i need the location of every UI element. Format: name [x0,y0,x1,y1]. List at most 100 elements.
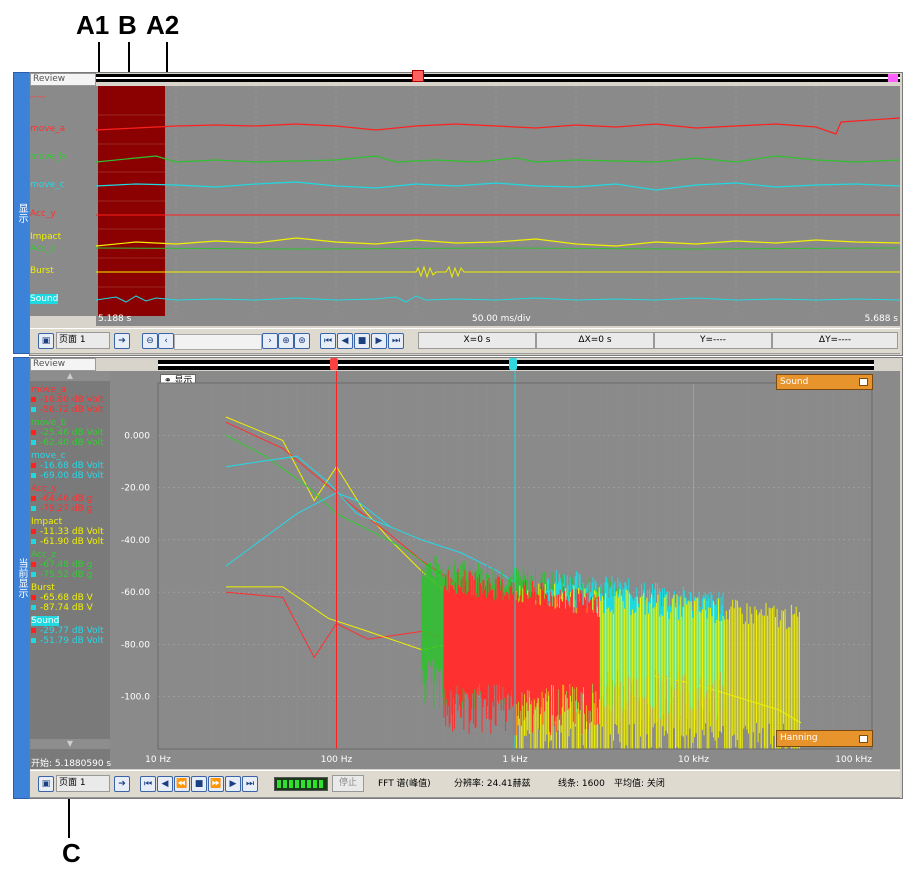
start-strip [30,751,110,769]
display-tag-label: 显示 [174,376,193,386]
bottom-first-button[interactable]: ⏮ [140,776,156,792]
x-readout: X=0 s [418,332,536,349]
bottom-step-fwd-button[interactable]: ⏩ [208,776,224,792]
legend-marker [31,407,36,412]
trace-sound [96,295,900,303]
legend-name[interactable]: move_c [31,451,66,461]
prev-button[interactable]: ◀ [337,333,353,349]
bottom-page-icon-button[interactable]: ▣ [38,776,54,792]
channel-label-accz[interactable]: Acc_z [30,244,56,254]
legend-marker [31,572,36,577]
legend-value: -75.52 dB g [31,570,92,580]
scroll-track[interactable] [174,334,262,350]
legend-marker [31,473,36,478]
legend-value: -69.00 dB Volt [31,471,104,481]
resolution-label: 分辨率: 24.41赫兹 [454,779,531,789]
callout-a1: A1 [76,10,110,40]
trace-impact [96,237,900,247]
x-tick-label: 10 Hz [145,755,171,765]
legend-scroll-down[interactable]: ▼ [30,739,110,749]
last-button[interactable]: ⏭ [388,333,404,349]
legend-value: -11.33 dB Volt [31,527,104,537]
cyan-cursor-handle[interactable] [509,358,517,370]
hanning-box-minimize-icon[interactable] [859,735,868,743]
channel-label-accy[interactable]: Acc_y [30,209,56,219]
lines-label: 线条: 1600 [558,779,605,789]
top-panel-tab[interactable]: 显示 [13,72,30,354]
spectrum-noise-band-3 [443,568,600,736]
dy-readout: ΔY=---- [772,332,898,349]
legend-marker [31,638,36,643]
channel-label-sound[interactable]: Sound [30,294,59,304]
time-div: 50.00 ms/div [472,314,531,324]
x-tick-label: 1 kHz [502,755,528,765]
legend-name[interactable]: move_b [31,418,67,428]
page-go-button[interactable]: ➔ [114,333,130,349]
legend-name[interactable]: Sound [31,616,60,626]
legend-marker [31,539,36,544]
y-tick-label: 0.000 [124,431,150,441]
y-readout: Y=---- [654,332,772,349]
start-label: 开始: 5.1880590 s [31,759,112,769]
legend-scroll-up[interactable]: ▲ [30,371,110,381]
legend-marker [31,595,36,600]
legend-name[interactable]: Impact [31,517,63,527]
bottom-page-go-button[interactable]: ➔ [114,776,130,792]
page-field[interactable]: 页面 1 [56,332,110,349]
bottom-play-button[interactable]: ▶ [225,776,241,792]
channel-label-movec[interactable]: move_c [30,180,65,190]
stop-action-button[interactable]: 停止 [332,775,364,792]
top-cursor-marker[interactable] [412,70,424,82]
legend-name[interactable]: Acc_z [31,550,57,560]
sound-box[interactable]: Sound [776,374,873,390]
top-cursor-bar [96,74,900,82]
bottom-prev-button[interactable]: ◀ [157,776,173,792]
zoom-in-button[interactable]: ⊕ [278,333,294,349]
bottom-last-button[interactable]: ⏭ [242,776,258,792]
legend-marker [31,496,36,501]
progress-indicator [274,777,328,791]
legend-name[interactable]: Acc_y [31,484,57,494]
legend-value: -79.27 dB g [31,504,92,514]
legend-marker [31,562,36,567]
hanning-box[interactable]: Hanning [776,730,873,747]
bottom-step-back-button[interactable]: ⏪ [174,776,190,792]
channel-label-moveb[interactable]: move_b [30,152,66,162]
zoom-fit-button[interactable]: ⊛ [294,333,310,349]
page-icon-button[interactable]: ▣ [38,333,54,349]
sound-box-minimize-icon[interactable] [859,378,868,386]
bottom-toolbar: ▣ 页面 1 ➔ ⏮ ◀ ⏪ ■ ⏩ ▶ ⏭ 停止 FFT 谱(峰值) 分辨率:… [30,770,900,798]
trace-burst [96,265,900,279]
red-cursor-handle[interactable] [330,358,338,370]
legend-name[interactable]: Burst [31,583,55,593]
x-tick-label: 100 Hz [321,755,353,765]
legend-marker [31,605,36,610]
fft-label: FFT 谱(峰值) [378,779,431,789]
scroll-right-button[interactable]: › [262,333,278,349]
top-end-marker[interactable] [888,74,898,82]
channel-label-impact[interactable]: Impact [30,232,62,242]
time-end: 5.688 s [864,314,898,324]
spectrum-chart: 0.000 -20.00 -40.00 -60.00 -80.00 -100.0 10 Hz… [121,371,873,765]
stop-button[interactable]: ■ [354,333,370,349]
top-time-axis: 5.188 s 50.00 ms/div 5.688 s [96,314,900,326]
first-button[interactable]: ⏮ [320,333,336,349]
scroll-left-button[interactable]: ‹ [158,333,174,349]
legend-value: -67.48 dB g [31,560,92,570]
callout-b: B [118,10,137,40]
channel-label-movea[interactable]: move_a [30,124,66,134]
play-button[interactable]: ▶ [371,333,387,349]
channel-label-[interactable]: ----- [30,92,47,102]
zoom-out-button[interactable]: ⊖ [142,333,158,349]
legend-marker [31,440,36,445]
plot-border [157,382,873,750]
x-tick-label: 10 kHz [678,755,709,765]
bottom-page-field[interactable]: 页面 1 [56,775,110,792]
bottom-stop-button[interactable]: ■ [191,776,207,792]
channel-label-burst[interactable]: Burst [30,266,54,276]
top-toolbar: ▣ 页面 1 ➔ ⊖ ‹ › ⊕ ⊛ ⏮ ◀ ■ ▶ ⏭ X=0 s ΔX=0 … [30,328,900,354]
legend-name[interactable]: move_a [31,385,67,395]
bottom-panel-tab[interactable]: 当前显示 [13,357,30,799]
dx-readout: ΔX=0 s [536,332,654,349]
waveform-plot [96,86,900,316]
